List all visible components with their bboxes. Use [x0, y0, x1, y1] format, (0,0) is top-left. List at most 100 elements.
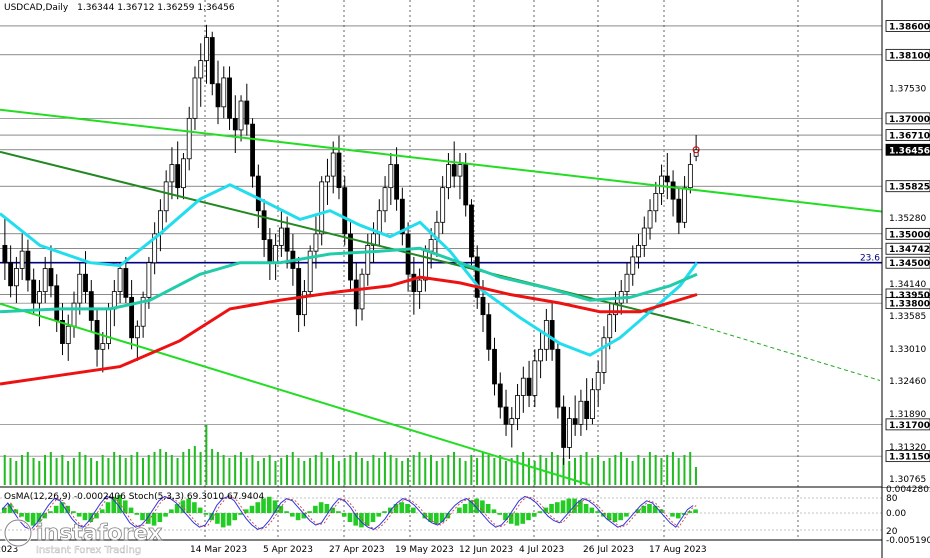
volume-bar — [9, 458, 12, 485]
osma-bar — [497, 513, 502, 515]
osma-bar — [220, 513, 226, 528]
volume-bar — [67, 461, 70, 485]
volume-bar — [153, 452, 156, 485]
osma-bar — [243, 509, 249, 513]
stoch-signal-line — [4, 495, 697, 530]
channel-line — [0, 108, 921, 217]
candle-body — [492, 348, 497, 385]
volume-bar — [309, 458, 312, 485]
volume-bar — [228, 458, 231, 485]
osma-bar — [578, 500, 583, 513]
candle-body — [123, 268, 129, 298]
osma-bar — [382, 511, 387, 513]
volume-bar — [447, 455, 450, 485]
volume-bar — [412, 455, 415, 485]
volume-bar — [199, 452, 202, 485]
candle-body — [411, 273, 417, 292]
price-tick-label: 1.33800 — [889, 300, 930, 310]
volume-bar — [159, 449, 162, 485]
osma-bar — [203, 513, 209, 515]
candle-body — [71, 302, 77, 327]
volume-bar — [124, 458, 127, 485]
candle-body — [526, 377, 532, 396]
candle-body — [687, 164, 693, 189]
osma-bar — [647, 504, 652, 513]
price-tick-label: 1.33950 — [889, 291, 930, 301]
candle-body — [359, 273, 365, 310]
candle-body — [584, 400, 590, 420]
osma-bar — [99, 509, 105, 513]
moving-averages — [0, 146, 700, 386]
candle-body — [77, 273, 83, 304]
osma-bar — [675, 513, 681, 519]
osma-bar — [59, 502, 65, 513]
osma-bar — [76, 513, 82, 517]
candle-body — [590, 389, 595, 420]
candle-body — [313, 233, 319, 252]
osma-bar — [376, 513, 382, 517]
osma-bar — [618, 513, 623, 521]
volume-bar — [591, 458, 594, 485]
volume-bar — [291, 452, 294, 485]
volume-bar — [297, 458, 300, 485]
volume-bar — [101, 455, 104, 485]
volume-bar — [44, 455, 47, 485]
candle-body — [561, 406, 567, 448]
date-label: 27 Apr 2023 — [329, 545, 385, 555]
osma-bar — [197, 507, 203, 513]
volume-bar — [26, 452, 29, 485]
volume-bar — [597, 455, 600, 485]
stoch-axis-label: 80 — [886, 494, 898, 504]
volume-bar — [55, 458, 58, 485]
osma-bar — [192, 502, 197, 513]
volume-bar — [476, 458, 479, 485]
ma-line-ema-slow — [0, 275, 698, 386]
volume-bar — [326, 458, 329, 485]
candle-body — [538, 348, 544, 362]
volume-bar — [113, 452, 116, 485]
candle-body — [520, 377, 526, 396]
volume-bar — [481, 452, 484, 485]
osma-bar — [330, 507, 335, 513]
volume-bar — [303, 461, 306, 485]
candle-body — [65, 325, 71, 344]
indicator-axis-label: 0.0042803 — [886, 485, 930, 495]
volume-bar — [666, 455, 669, 485]
price-tick-label: 1.34742 — [889, 245, 930, 255]
channel-line — [0, 302, 591, 486]
volume-bar — [378, 458, 381, 485]
osma-bar — [457, 507, 462, 513]
candle-body — [330, 152, 336, 177]
volume-bar — [216, 452, 219, 485]
date-label: 5 Apr 2023 — [263, 545, 313, 555]
price-tag-box — [885, 48, 930, 61]
volume-bar — [314, 455, 317, 485]
volume-bar — [245, 458, 248, 485]
osma-bar — [480, 500, 485, 513]
volume-bar — [631, 461, 634, 485]
osma-bar — [595, 511, 600, 513]
candle-body — [31, 279, 37, 304]
volume-bar — [343, 458, 346, 485]
volume-bar — [38, 461, 41, 485]
ma-line-ema-fast — [0, 183, 699, 357]
instaforex-watermark: instaforex Instant Forex Trading — [3, 518, 163, 556]
candle-body — [163, 181, 169, 212]
candle-body — [140, 296, 146, 327]
candle-body — [146, 262, 152, 298]
volume-bar — [579, 455, 582, 485]
candle-body — [624, 273, 630, 292]
osma-bar — [364, 513, 370, 526]
candle-body — [428, 239, 434, 252]
candle-body — [555, 348, 561, 408]
volume-bar — [268, 455, 271, 485]
candle-body — [278, 227, 284, 246]
osma-bar — [341, 513, 347, 517]
candle-body — [388, 164, 394, 189]
volume-bar — [170, 455, 173, 485]
volume-bar — [280, 458, 283, 485]
candle-body — [232, 117, 238, 131]
osma-bar — [514, 513, 520, 526]
osma-bar — [134, 513, 140, 515]
watermark-tagline: Instant Forex Trading — [36, 545, 141, 556]
